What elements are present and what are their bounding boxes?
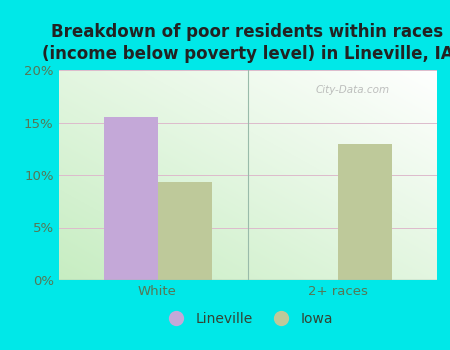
Bar [338,144,392,280]
Bar [104,117,158,280]
Title: Breakdown of poor residents within races
(income below poverty level) in Linevil: Breakdown of poor residents within races… [42,23,450,63]
Bar [158,182,212,280]
Text: City-Data.com: City-Data.com [315,85,390,95]
Legend: Lineville, Iowa: Lineville, Iowa [157,307,338,332]
